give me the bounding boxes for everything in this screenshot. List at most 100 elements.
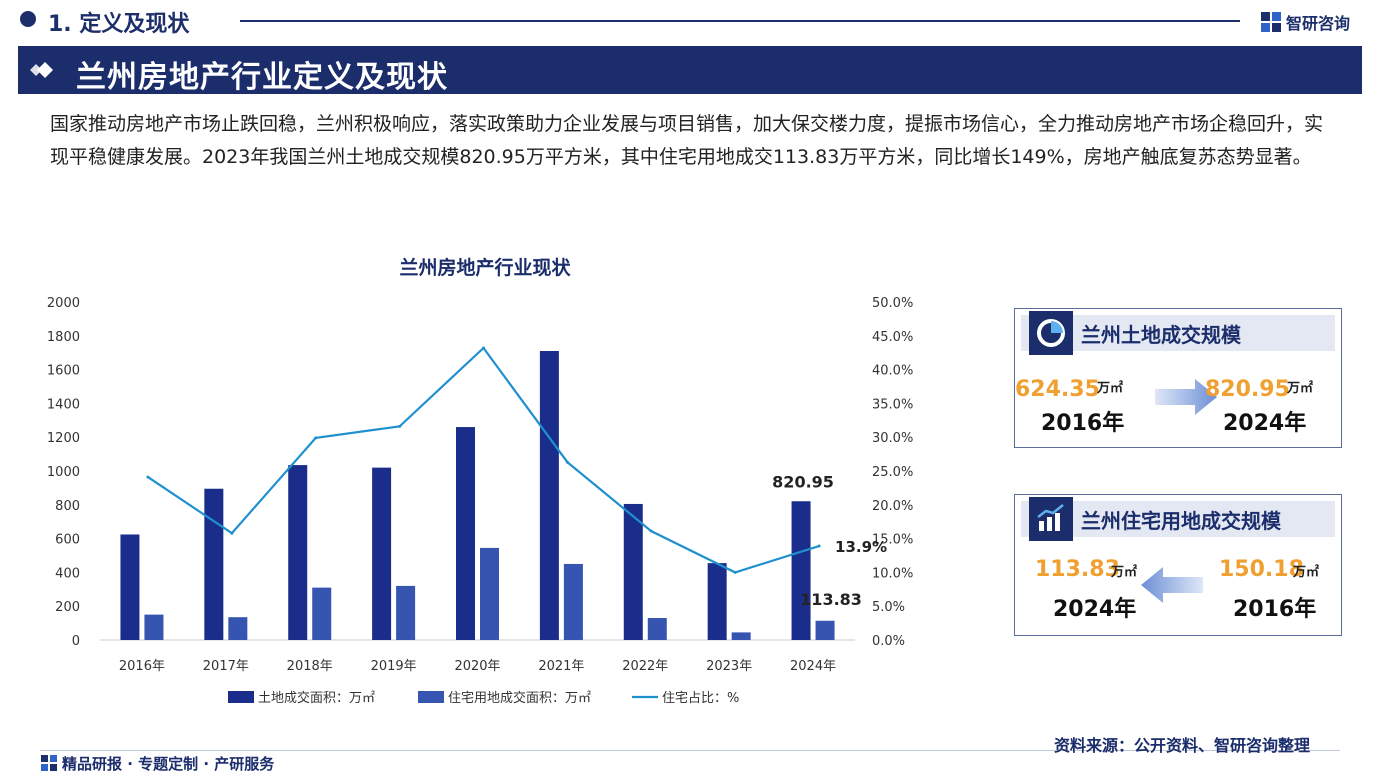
residential-bar (731, 632, 751, 640)
residential-left-unit: 万㎡ (1111, 565, 1138, 580)
legend-share-label: 住宅占比：% (662, 691, 739, 706)
land-scale-card: 兰州土地成交规模 624.35 万㎡ 2016年 820.95 万㎡ 2024年 (1014, 308, 1342, 448)
right-tick-label: 10.0% (872, 566, 913, 581)
share-point (482, 346, 485, 350)
legend-land-swatch (228, 691, 254, 703)
arrow-left-icon (1141, 567, 1203, 603)
brand-logo-icon (1261, 12, 1281, 32)
legend-residential-label: 住宅用地成交面积：万㎡ (448, 690, 591, 706)
x-tick-label: 2018年 (287, 659, 333, 674)
right-tick-label: 0.0% (872, 634, 905, 649)
left-tick-label: 1400 (47, 397, 80, 412)
left-tick-label: 200 (55, 600, 80, 615)
share-point (398, 424, 402, 428)
residential-2024-label: 113.83 (800, 590, 862, 609)
left-tick-label: 1600 (47, 364, 80, 379)
brand-small-icon (41, 755, 57, 771)
x-tick-label: 2017年 (203, 659, 249, 674)
land-card-title: 兰州土地成交规模 (1081, 323, 1241, 347)
top-header: 1. 定义及现状 智研咨询 (0, 0, 1376, 44)
share-point (230, 531, 234, 535)
x-tick-label: 2016年 (119, 659, 165, 674)
share-line (147, 346, 820, 574)
header-divider (240, 20, 1240, 22)
left-tick-label: 2000 (47, 296, 80, 311)
share-2024-label: 13.9% (835, 538, 887, 556)
land-from-unit: 万㎡ (1097, 381, 1124, 396)
right-tick-label: 5.0% (872, 600, 905, 615)
right-tick-label: 20.0% (872, 499, 913, 514)
residential-bar (480, 547, 499, 640)
share-point (565, 460, 569, 464)
left-tick-label: 1000 (47, 465, 80, 480)
right-tick-label: 45.0% (872, 330, 913, 345)
residential-right-year: 2016年 (1233, 597, 1317, 622)
brand-logo: 智研咨询 (1260, 8, 1350, 36)
x-tick-label: 2019年 (371, 659, 417, 674)
right-tick-label: 50.0% (872, 296, 913, 311)
footer-slogan: 精品研报 · 专题定制 · 产研服务 (40, 752, 274, 774)
residential-left-year: 2024年 (1053, 597, 1137, 622)
left-tick-label: 400 (55, 566, 80, 581)
residential-left-value: 113.83 (1035, 557, 1120, 582)
residential-bar (144, 614, 164, 640)
residential-right-value: 150.18 (1219, 557, 1304, 582)
land-card-icon-box (1029, 311, 1073, 355)
section-title: 1. 定义及现状 (48, 12, 190, 37)
x-tick-label: 2021年 (538, 659, 584, 674)
land-bar (791, 501, 811, 640)
land-from-value: 624.35 (1015, 377, 1100, 402)
right-tick-label: 15.0% (872, 533, 913, 548)
x-tick-label: 2024年 (790, 659, 836, 674)
left-tick-label: 0 (72, 634, 80, 649)
residential-right-unit: 万㎡ (1293, 565, 1320, 580)
land-bar (372, 467, 392, 640)
intro-paragraph: 国家推动房地产市场止跌回稳，兰州积极响应，落实政策助力企业发展与项目销售，加大保… (50, 113, 1324, 168)
left-tick-label: 600 (55, 533, 80, 548)
right-tick-label: 35.0% (872, 397, 913, 412)
land-from-year: 2016年 (1041, 411, 1125, 436)
share-point (733, 570, 737, 574)
left-tick-label: 1200 (47, 431, 80, 446)
left-tick-label: 1800 (47, 330, 80, 345)
share-point (649, 529, 653, 533)
land-bar (539, 351, 559, 640)
right-tick-label: 25.0% (872, 465, 913, 480)
residential-bar (647, 618, 667, 640)
land-2024-label: 820.95 (772, 472, 834, 491)
residential-bar (396, 585, 416, 640)
residential-bar (228, 617, 248, 640)
x-tick-label: 2020年 (454, 659, 500, 674)
land-bar (204, 488, 224, 640)
right-tick-label: 40.0% (872, 364, 913, 379)
land-bar (623, 503, 643, 640)
pie-chart-icon (1037, 319, 1065, 347)
land-to-year: 2024年 (1223, 411, 1307, 436)
data-source: 资料来源：公开资料、智研咨询整理 (1054, 736, 1311, 755)
arrow-right-icon (1155, 379, 1217, 415)
footer-divider (40, 750, 1340, 751)
diamond-icon (30, 62, 53, 78)
residential-card-icon-box (1029, 497, 1073, 541)
right-tick-label: 30.0% (872, 431, 913, 446)
residential-bar (563, 563, 583, 640)
bar-chart-icon (1037, 504, 1064, 531)
land-bar (120, 534, 140, 640)
land-to-value: 820.95 (1205, 377, 1290, 402)
residential-scale-card: 兰州住宅用地成交规模 113.83 万㎡ 2024年 150.18 万㎡ 201… (1014, 494, 1342, 636)
chart-title: 兰州房地产行业现状 (399, 256, 571, 279)
land-bar (707, 563, 727, 640)
legend-residential-swatch (418, 691, 444, 703)
share-point (314, 436, 318, 440)
residential-bar (312, 587, 332, 640)
residential-bar (815, 620, 835, 640)
x-tick-label: 2022年 (622, 659, 668, 674)
section-bullet-icon (20, 11, 36, 27)
land-to-unit: 万㎡ (1287, 381, 1314, 396)
title-banner: 兰州房地产行业定义及现状 (18, 46, 1362, 95)
land-card-header: 兰州土地成交规模 (1021, 311, 1335, 355)
page-title: 兰州房地产行业定义及现状 (76, 60, 448, 95)
share-point (146, 475, 150, 479)
legend-land-label: 土地成交面积：万㎡ (258, 690, 375, 706)
left-tick-label: 800 (55, 499, 80, 514)
